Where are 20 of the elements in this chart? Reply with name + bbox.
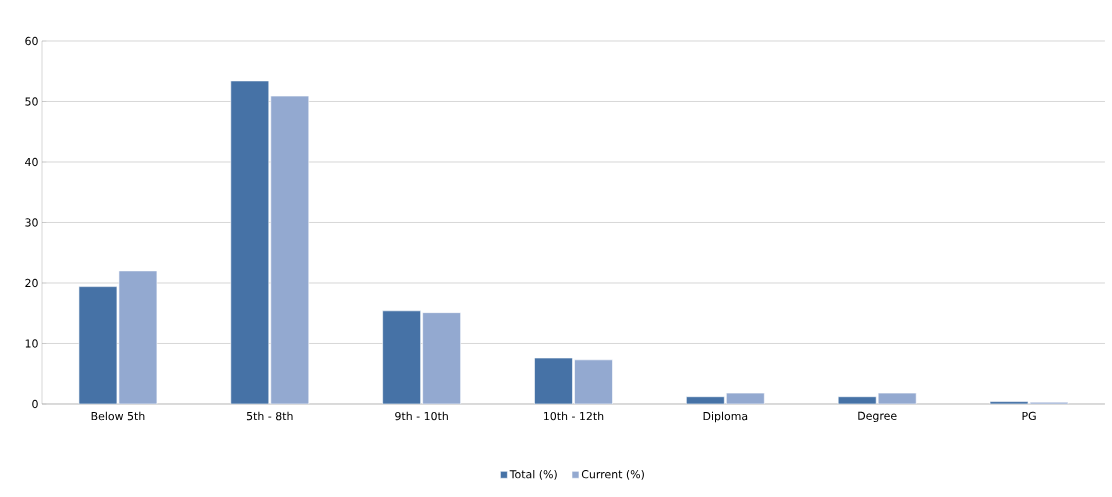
x-tick-label: 9th - 10th	[395, 411, 448, 421]
bar	[270, 95, 310, 404]
bar	[118, 270, 158, 404]
x-tick-label: Diploma	[703, 411, 748, 423]
x-tick-label: Degree	[858, 411, 897, 423]
bar	[574, 359, 613, 404]
legend-label: Current (%)	[581, 469, 644, 480]
x-tick-label: Below 5th	[91, 411, 145, 421]
bar	[422, 312, 461, 404]
y-tick-label: 60	[25, 36, 38, 46]
x-tick-label: 5th - 8th	[246, 411, 293, 421]
y-tick-label: 0	[32, 399, 38, 409]
x-tick-label: PG	[1022, 411, 1036, 421]
x-tick-label: 10th - 12th	[544, 411, 604, 421]
y-tick-label: 30	[25, 218, 38, 227]
y-tick-label: 20	[25, 278, 38, 288]
y-tick-label: 50	[25, 97, 38, 106]
y-tick-label: 40	[25, 157, 38, 167]
y-tick-label: 10	[25, 339, 38, 348]
legend-label: Total (%)	[509, 469, 557, 480]
